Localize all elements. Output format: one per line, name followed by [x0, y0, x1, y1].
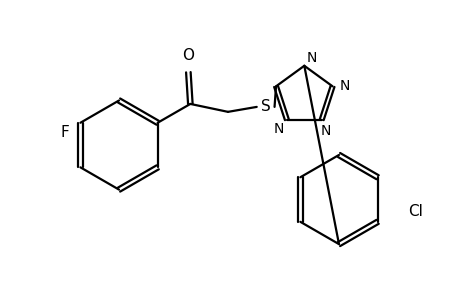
Text: N: N: [339, 79, 349, 93]
Text: F: F: [61, 125, 69, 140]
Text: O: O: [182, 48, 194, 63]
Text: Cl: Cl: [408, 204, 422, 219]
Text: N: N: [306, 51, 317, 65]
Text: N: N: [320, 124, 330, 138]
Text: N: N: [273, 122, 284, 136]
Text: S: S: [260, 99, 270, 114]
